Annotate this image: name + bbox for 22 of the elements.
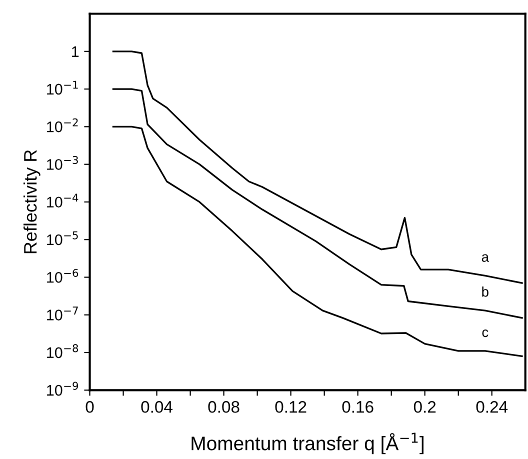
y-tick-label: 10$^{−4}$ [47, 194, 78, 208]
x-tick-label: 0.16 [342, 401, 374, 413]
y-tick-label: 1 [72, 46, 79, 57]
y-tick-label: 10$^{−1}$ [47, 80, 78, 95]
y-axis-title: Reflectivity R [24, 150, 40, 254]
y-tick-label: 10$^{−3}$ [47, 156, 78, 170]
series-label: c [482, 329, 488, 338]
y-tick-label: 10$^{−9}$ [47, 382, 78, 396]
y-tick-label: 10$^{−6}$ [47, 268, 78, 283]
x-tick-label: 0.12 [275, 401, 306, 413]
x-tick-label: 0.08 [208, 401, 240, 413]
x-tick-label: 0 [86, 401, 94, 413]
y-tick-label: 10$^{−5}$ [47, 231, 78, 246]
x-tick-label: 0.2 [414, 401, 436, 413]
series-label: b [482, 286, 488, 297]
series-label: a [482, 254, 490, 262]
y-tick-label: 10$^{−7}$ [47, 306, 78, 320]
x-tick-label: 0.04 [141, 401, 173, 413]
x-tick-label: 0.24 [476, 401, 508, 413]
y-tick-label: 10$^{−2}$ [47, 118, 78, 132]
y-tick-label: 10$^{−8}$ [47, 344, 78, 358]
x-axis-title: Momentum transfer q [Å$^{−1}$] [192, 432, 424, 454]
